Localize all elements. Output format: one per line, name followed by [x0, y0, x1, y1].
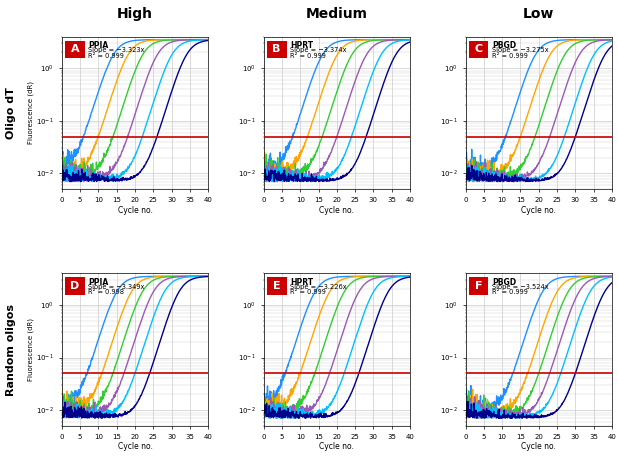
Y-axis label: Fluorescence (dR): Fluorescence (dR) [27, 318, 33, 381]
X-axis label: Cycle no.: Cycle no. [117, 206, 153, 215]
Text: R² = 0.999: R² = 0.999 [290, 289, 326, 295]
Y-axis label: Fluorescence (dR): Fluorescence (dR) [27, 82, 33, 144]
Text: HPRT: HPRT [290, 278, 313, 287]
Text: E: E [273, 281, 281, 291]
Text: R² = 0.999: R² = 0.999 [492, 53, 528, 59]
Text: D: D [70, 281, 79, 291]
Text: B: B [273, 44, 281, 55]
Text: Slope = −3.374x: Slope = −3.374x [290, 47, 347, 53]
Text: R² = 0.999: R² = 0.999 [492, 289, 528, 295]
Text: Slope = −3.226x: Slope = −3.226x [290, 284, 347, 290]
Text: R² = 0.999: R² = 0.999 [290, 53, 326, 59]
X-axis label: Cycle no.: Cycle no. [117, 442, 153, 451]
X-axis label: Cycle no.: Cycle no. [521, 442, 556, 451]
Text: F: F [475, 281, 482, 291]
Text: A: A [70, 44, 79, 55]
Text: HPRT: HPRT [290, 41, 313, 50]
Text: Oligo dT: Oligo dT [6, 87, 16, 139]
Text: PBGD: PBGD [492, 41, 516, 50]
X-axis label: Cycle no.: Cycle no. [521, 206, 556, 215]
Text: Slope = −3.524x: Slope = −3.524x [492, 284, 549, 290]
Text: PPIA: PPIA [88, 278, 109, 287]
Text: PPIA: PPIA [88, 41, 109, 50]
Text: Slope = −3.275x: Slope = −3.275x [492, 47, 549, 53]
Text: PBGD: PBGD [492, 278, 516, 287]
Text: Slope = −3.349x: Slope = −3.349x [88, 284, 145, 290]
Text: Slope = −3.323x: Slope = −3.323x [88, 47, 145, 53]
Text: Random oligos: Random oligos [6, 304, 16, 396]
Text: R² = 0.998: R² = 0.998 [88, 289, 124, 295]
X-axis label: Cycle no.: Cycle no. [320, 442, 354, 451]
Text: High: High [117, 6, 153, 21]
Text: Low: Low [523, 6, 554, 21]
Text: Medium: Medium [306, 6, 368, 21]
X-axis label: Cycle no.: Cycle no. [320, 206, 354, 215]
Text: R² = 0.999: R² = 0.999 [88, 53, 124, 59]
Text: C: C [475, 44, 483, 55]
